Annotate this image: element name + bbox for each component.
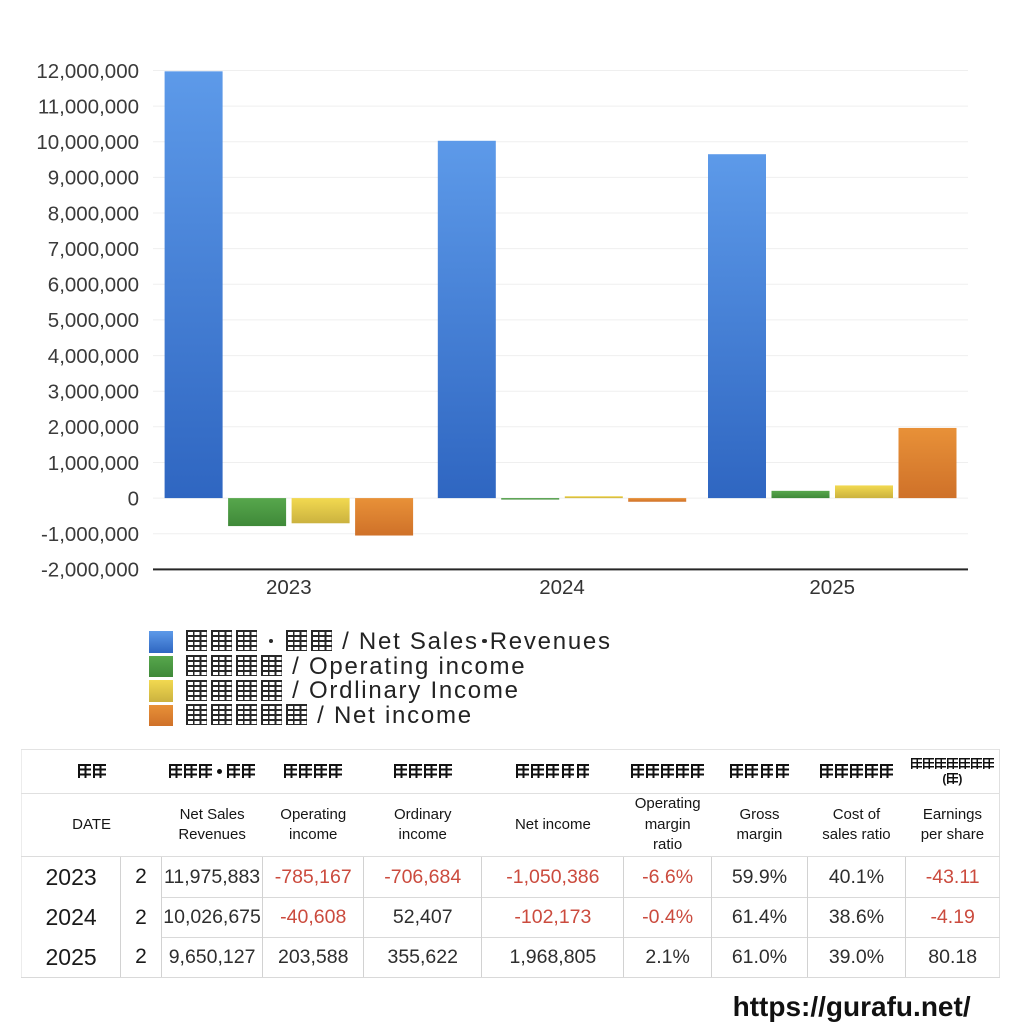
svg-text:7,000,000: 7,000,000 (48, 238, 139, 261)
svg-text:0: 0 (128, 487, 139, 510)
svg-text:5,000,000: 5,000,000 (48, 309, 139, 332)
svg-text:9,000,000: 9,000,000 (48, 167, 139, 190)
svg-text:2,000,000: 2,000,000 (48, 416, 139, 439)
svg-text:2024: 2024 (539, 576, 585, 599)
svg-text:1,000,000: 1,000,000 (48, 452, 139, 475)
svg-text:8,000,000: 8,000,000 (48, 202, 139, 225)
svg-text:3,000,000: 3,000,000 (48, 381, 139, 404)
svg-text:6,000,000: 6,000,000 (48, 274, 139, 297)
svg-text:-1,000,000: -1,000,000 (41, 523, 139, 546)
svg-text:4,000,000: 4,000,000 (48, 345, 139, 368)
svg-text:11,000,000: 11,000,000 (38, 95, 139, 118)
svg-text:10,000,000: 10,000,000 (36, 131, 139, 154)
svg-text:-2,000,000: -2,000,000 (41, 559, 139, 582)
svg-text:2025: 2025 (809, 576, 855, 599)
svg-text:2023: 2023 (266, 576, 312, 599)
svg-text:12,000,000: 12,000,000 (36, 60, 139, 83)
